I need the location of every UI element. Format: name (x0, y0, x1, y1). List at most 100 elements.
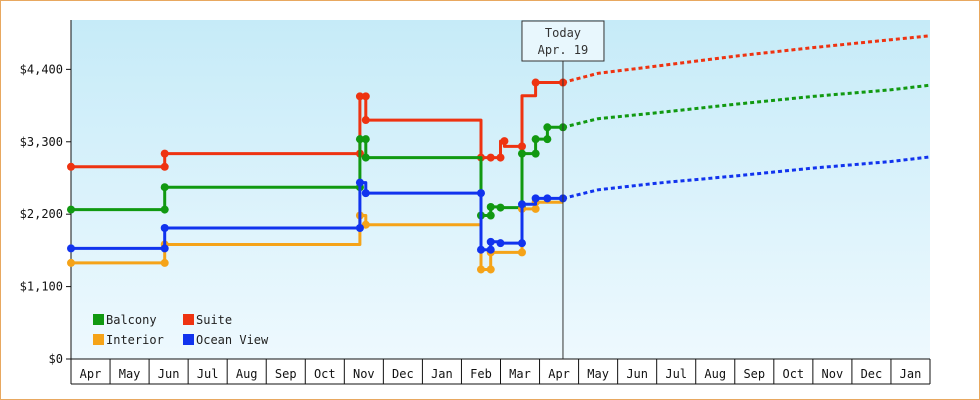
legend-label: Balcony (106, 313, 157, 327)
data-point (486, 245, 495, 254)
series-forecast-line (562, 34, 931, 84)
data-point (361, 135, 370, 144)
x-tick-label: Dec (861, 367, 883, 381)
axes: $0 $1,100 $2,200 $3,300 $4,400 Apr May Jun Jul Au… (20, 20, 931, 385)
x-tick-label: Jan (431, 367, 453, 381)
y-tick-label: $0 (49, 352, 63, 366)
data-point (500, 137, 509, 146)
y-tick-label: $1,100 (20, 280, 63, 294)
data-point (361, 220, 370, 229)
x-tick-label: Aug (236, 367, 258, 381)
data-point (531, 204, 540, 213)
data-point (517, 239, 526, 248)
data-point (543, 135, 552, 144)
data-point (496, 203, 505, 212)
data-point (160, 183, 169, 192)
legend-label: Interior (106, 333, 164, 347)
data-point (355, 224, 364, 233)
y-tick-label: $2,200 (20, 207, 63, 221)
data-point (496, 239, 505, 248)
data-point (517, 200, 526, 209)
legend-swatch (93, 334, 104, 345)
data-point (543, 123, 552, 132)
x-tick-label: Oct (314, 367, 336, 381)
legend-swatch (183, 314, 194, 325)
x-tick-label: Oct (782, 367, 804, 381)
x-tick-label: Nov (822, 367, 844, 381)
series-interior (67, 198, 563, 274)
legend-label: Suite (196, 313, 232, 327)
data-point (361, 92, 370, 101)
x-tick-label: Sep (275, 367, 297, 381)
x-tick-label: Apr (548, 367, 570, 381)
data-point (531, 78, 540, 87)
legend-item: Interior (93, 333, 164, 347)
series-ocean-view (67, 155, 931, 254)
data-point (67, 258, 75, 267)
x-tick-label: Aug (704, 367, 726, 381)
data-point (361, 189, 370, 198)
data-point (496, 153, 505, 162)
data-point (160, 205, 169, 214)
x-tick-label: Jul (197, 367, 219, 381)
data-point (160, 244, 169, 253)
today-label: Today (545, 26, 581, 40)
x-tick-label: Sep (743, 367, 765, 381)
legend-label: Ocean View (196, 333, 269, 347)
data-point (543, 194, 552, 203)
x-tick-label: Nov (353, 367, 375, 381)
data-point (486, 153, 495, 162)
data-point (486, 202, 495, 211)
series-balcony (67, 83, 931, 220)
today-marker: Today Apr. 19 (521, 20, 605, 359)
legend-swatch (93, 314, 104, 325)
today-date: Apr. 19 (538, 43, 589, 57)
data-point (517, 248, 526, 257)
y-tick-label: $4,400 (20, 62, 63, 76)
data-point (160, 224, 169, 233)
data-point (160, 162, 169, 171)
data-point (486, 265, 495, 274)
legend-item: Suite (183, 313, 232, 327)
x-tick-label: Jun (158, 367, 180, 381)
data-point (476, 189, 485, 198)
data-point (486, 237, 495, 246)
x-tick-label: Feb (470, 367, 492, 381)
data-point (355, 92, 364, 101)
data-point (486, 211, 495, 220)
series-forecast-line (562, 83, 931, 129)
series-layer (67, 34, 931, 274)
legend-item: Ocean View (183, 333, 269, 347)
y-tick-label: $3,300 (20, 135, 63, 149)
legend-swatch (183, 334, 194, 345)
data-point (160, 149, 169, 158)
series-forecast-line (562, 155, 931, 200)
x-tick-label: Apr (80, 367, 102, 381)
data-point (160, 258, 169, 267)
data-point (476, 245, 485, 254)
data-point (67, 205, 75, 214)
data-point (517, 142, 526, 151)
data-point (531, 194, 540, 203)
x-tick-label: Jan (900, 367, 922, 381)
data-point (67, 162, 75, 171)
x-tick-label: Jul (665, 367, 687, 381)
data-point (531, 149, 540, 158)
data-point (355, 135, 364, 144)
data-point (67, 244, 75, 253)
x-tick-label: Mar (509, 367, 531, 381)
data-point (517, 149, 526, 158)
x-tick-label: May (587, 367, 609, 381)
legend: Balcony Suite Interior Ocean View (93, 313, 269, 347)
x-tick-label: Jun (626, 367, 648, 381)
data-point (361, 153, 370, 162)
today-box (521, 20, 605, 62)
x-tick-label: Dec (392, 367, 414, 381)
data-point (531, 135, 540, 144)
data-point (355, 178, 364, 187)
data-point (361, 116, 370, 125)
data-point (476, 265, 485, 274)
legend-item: Balcony (93, 313, 157, 327)
plot-area (71, 20, 930, 359)
